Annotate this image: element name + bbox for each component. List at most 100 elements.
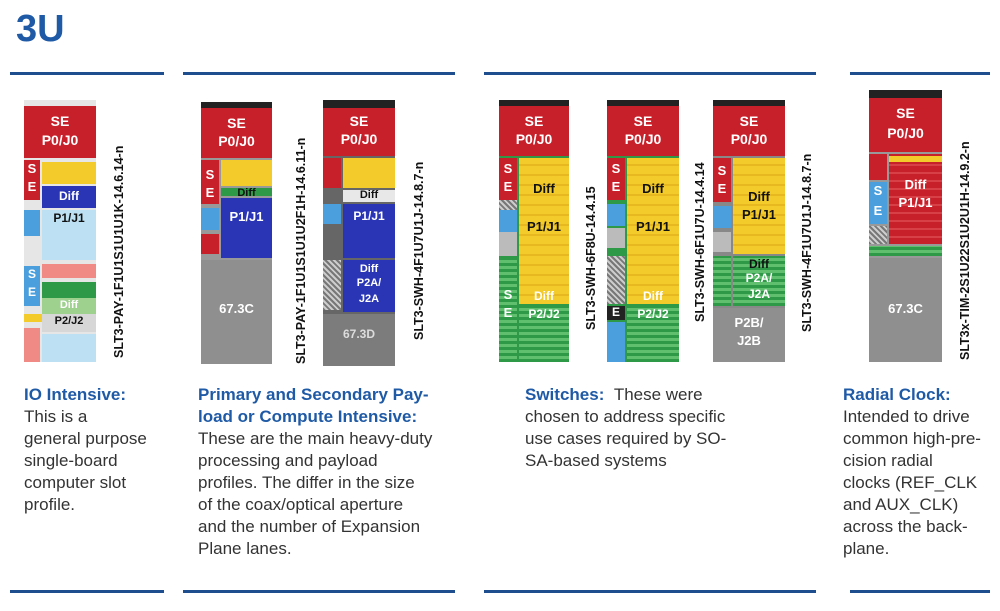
- diff2-block: [42, 298, 96, 314]
- p0-label: P0/J0: [515, 131, 553, 147]
- p2-label: P2/J2: [637, 307, 669, 321]
- p2-block: [42, 314, 96, 332]
- checker-block: [323, 260, 341, 310]
- caption-radial-line: and AUX_CLK): [843, 495, 959, 514]
- s-block: [201, 160, 219, 204]
- p1-label: P1/J1: [898, 195, 933, 210]
- s-label: S: [717, 163, 727, 178]
- rule-io-top: [10, 72, 164, 75]
- se-block: [24, 106, 96, 158]
- yellow-strip: [889, 156, 942, 162]
- diff2-label: Diff: [643, 289, 663, 303]
- e2-block: [607, 306, 625, 320]
- caption-payload-line: and the number of Expansion: [198, 517, 421, 536]
- p1-label: P1/J1: [353, 209, 385, 223]
- p2b-block: [713, 308, 785, 362]
- se-label: SE: [633, 113, 653, 129]
- diff1-label: Diff: [59, 189, 79, 203]
- se-label: SE: [739, 113, 759, 129]
- se-block: [607, 106, 679, 156]
- e2-label: E: [503, 305, 513, 320]
- p1-block: [221, 198, 272, 258]
- caption-payload-title-2: load or Compute Intensive:: [198, 407, 418, 426]
- red-side: [323, 158, 341, 188]
- caption-switches: Switches: These were chosen to address s…: [525, 384, 785, 472]
- p1-block: [733, 158, 785, 254]
- se-block: [323, 108, 395, 156]
- rule-radial-bottom: [850, 590, 990, 593]
- s-label: S: [503, 161, 513, 176]
- lane-block: [24, 210, 40, 236]
- caption-radial: Radial Clock: Intended to drive common h…: [843, 384, 993, 560]
- switch-2-profile-name: SLT3-SWH-6F1U7U-14.4.14: [693, 162, 707, 322]
- temp-label: 67.3C: [219, 301, 254, 316]
- caption-radial-line: clocks (REF_CLK: [843, 473, 978, 492]
- p1-block: [42, 210, 96, 260]
- lb-block: [499, 210, 517, 232]
- e-label: E: [27, 179, 37, 194]
- caption-payload-line: profiles. The differ in the size: [198, 473, 415, 492]
- caption-payload-line: of the coax/optical aperture: [198, 495, 404, 514]
- slot-profile-payload-2: SE P0/J0 Diff P1/J1 Diff P2A/ J2A 67.3D: [323, 100, 395, 366]
- caption-io-line: This is a: [24, 407, 88, 426]
- p2-block: [519, 306, 569, 362]
- s2-block: [24, 266, 40, 306]
- p2-lower: [42, 334, 96, 362]
- top-edge: [323, 100, 395, 108]
- s-label: S: [27, 161, 37, 176]
- diff2-label: Diff: [59, 299, 79, 311]
- temp-label: 67.3D: [342, 327, 376, 341]
- diff1-block: [343, 190, 395, 202]
- green-block: [869, 246, 942, 256]
- temp-block: [869, 258, 942, 362]
- p2-label: P2/J2: [54, 315, 84, 327]
- diff1-label: Diff: [748, 189, 770, 204]
- payload-1-profile-name: SLT3-PAY-1F1U1S1U1U2F1H-14.6.11-n: [294, 137, 308, 364]
- payload-2-profile-name: SLT3-SWH-4F1U7U1J-14.8.7-n: [412, 161, 426, 340]
- caption-payload-line: processing and payload: [198, 451, 378, 470]
- caption-switches-line: use cases required by SO-: [525, 429, 727, 448]
- caption-payload: Primary and Secondary Pay- load or Compu…: [198, 384, 458, 560]
- rule-switches-bottom: [484, 590, 816, 593]
- caption-radial-line: cision radial: [843, 451, 933, 470]
- caption-switches-first: These were: [613, 385, 703, 404]
- caption-radial-line: Intended to drive: [843, 407, 970, 426]
- p1-block: [889, 154, 942, 244]
- p2a-block: [343, 260, 395, 312]
- s-block: [713, 158, 731, 202]
- lb-lower: [607, 322, 625, 362]
- gray-side: [713, 232, 731, 252]
- diff1-label: Diff: [642, 181, 664, 196]
- diff-label: Diff: [904, 177, 927, 192]
- e-label: E: [873, 203, 883, 218]
- top-edge: [607, 100, 679, 106]
- caption-radial-line: common high-pre-: [843, 429, 981, 448]
- caption-payload-line: Plane lanes.: [198, 539, 292, 558]
- diff2-label: Diff: [534, 289, 554, 303]
- p0-label: P0/J0: [41, 132, 79, 148]
- s-label: S: [611, 161, 621, 176]
- red-side: [869, 154, 887, 180]
- yellow-block: [343, 158, 395, 188]
- checker-block: [607, 256, 625, 304]
- caption-radial-line: plane.: [843, 539, 890, 558]
- se-label: SE: [349, 113, 369, 129]
- se-label: SE: [896, 105, 915, 121]
- lb-block: [323, 204, 341, 224]
- caption-io-line: computer slot: [24, 473, 127, 492]
- rule-radial-top: [850, 72, 990, 75]
- diff-top-block: [42, 162, 96, 184]
- switch-3-profile-name: SLT3-SWH-4F1U7U1J-14.8.7-n: [800, 153, 814, 332]
- diff-label: Diff: [237, 187, 256, 199]
- radial-clock-profile-name: SLT3x-TIM-2S1U22S1U2U1H-14.9.2-n: [958, 141, 972, 360]
- switch-1-profile-name: SLT3-SWH-6F8U-14.4.15: [584, 186, 598, 330]
- diff1-label: Diff: [359, 189, 379, 201]
- rule-switches-top: [484, 72, 816, 75]
- caption-switches-line: SA-based systems: [525, 451, 667, 470]
- e-label: E: [503, 179, 513, 194]
- p0-label: P0/J0: [887, 125, 924, 141]
- gray-side: [499, 232, 517, 256]
- p1-label: P1/J1: [527, 219, 561, 234]
- rule-io-bottom: [10, 590, 164, 593]
- p1-label: P1/J1: [636, 219, 670, 234]
